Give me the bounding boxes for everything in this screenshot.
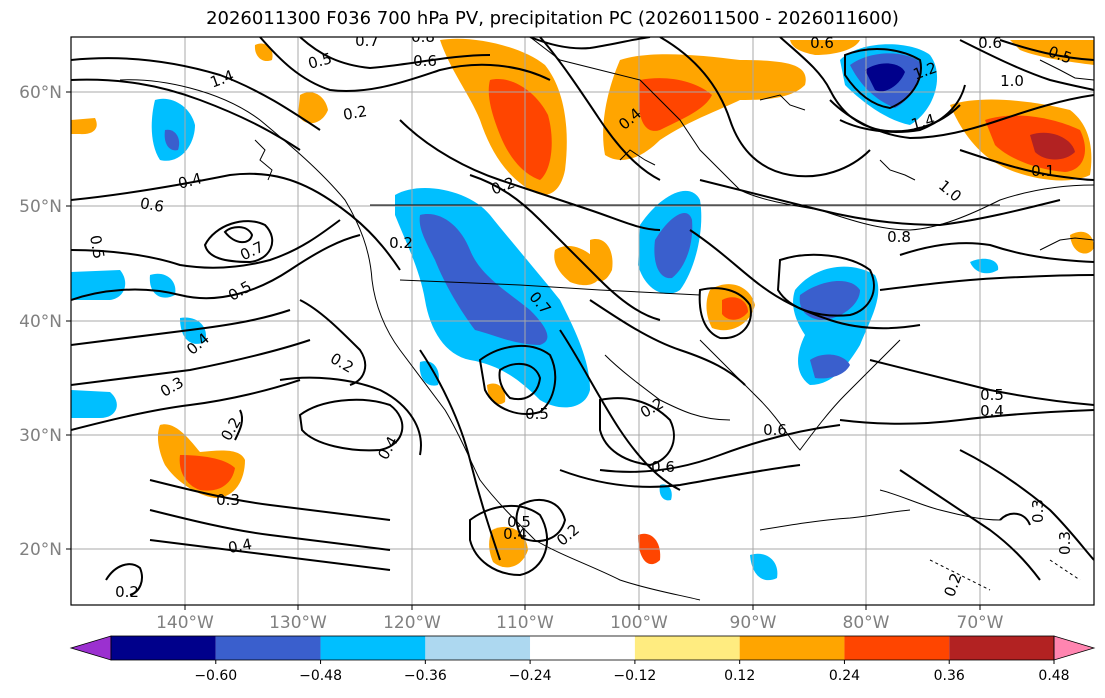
negative-anomaly-appalachians [810,354,850,379]
colorbar-tick-label: 0.48 [1038,668,1069,684]
pv-contours [71,37,1094,596]
pv-label-0-5-alaska: 0.5 [306,49,334,73]
positive-anomaly-west-edge [71,118,97,135]
positive-anomaly-ontario-east [1070,231,1094,254]
graticule [71,37,1094,605]
pv-label-0-4-mexico: 0.4 [503,525,527,543]
colorbar-tick-label: 0.24 [829,668,860,684]
colorbar-segment [215,636,321,660]
negative-anomaly-new-mexico [558,359,585,404]
pv-label-0-5-atlantic: 0.5 [980,386,1004,404]
negative-anomaly-great-lakes-core [799,280,860,320]
lon-label-120w: 120°W [383,613,441,633]
colorbar-tick-label: 0.12 [724,668,755,684]
positive-anomaly-montana-core [488,79,552,180]
colorbar-segment [320,636,426,660]
lat-label-60n: 60°N [19,83,62,103]
pv-label-0-3-pacific-24: 0.3 [216,491,240,509]
negative-anomaly-baja [419,361,439,386]
pv-label-0-1-maritimes: 0.1 [1031,162,1055,180]
lon-label-140w: 140°W [156,613,214,633]
pv-label-0-2-bc: 0.2 [389,234,413,252]
map-title: 2026011300 F036 700 hPa PV, precipitatio… [206,8,899,29]
pv-label-0-8-lakes: 0.8 [887,228,911,246]
positive-anomaly-alaska [298,92,328,124]
lon-label-90w: 90°W [730,613,777,633]
colorbar-extend-high [1053,635,1096,661]
lat-label-50n: 50°N [19,197,62,217]
colorbar-extend-low [69,635,112,661]
colorbar-tick-label: −0.12 [613,668,656,684]
lon-label-80w: 80°W [843,613,890,633]
pv-label-0-6-gulf: 0.6 [651,458,675,476]
pv-label-0-6-mexico: 0.6 [763,421,787,439]
colorbar-tick-label: −0.60 [194,668,237,684]
pv-label-0-8-north: 0.8 [411,28,435,46]
pv-label-0-4-pacific-20: 0.4 [227,535,254,557]
colorbar-segment [844,636,950,660]
colorbar-segment [530,636,635,660]
positive-anomaly-manitoba-core [638,78,712,131]
negative-anomaly-west-core [419,214,548,345]
negative-anomaly-pacific-west [71,270,126,300]
pv-label-1-0-labrador: 1.0 [1000,72,1024,90]
pv-label-0-5-southwest: 0.5 [525,405,549,423]
negative-anomaly-pacific-far-west [71,390,117,418]
colorbar-tick-label: −0.36 [404,668,447,684]
colorbar: −0.60 −0.48 −0.36 −0.24 −0.12 0.12 0.24 0.36 0.4… [69,635,1096,684]
lat-label-20n: 20°N [19,540,62,560]
positive-anomaly-nova-scotia-center [1030,132,1075,160]
colorbar-tick-label: 0.36 [934,668,965,684]
positive-anomaly-pacific-south-core [179,455,235,491]
colorbar-segment [111,636,216,660]
lon-label-110w: 110°W [496,613,554,633]
positive-anomaly-missouri-core [722,297,748,320]
pv-label-0-2-southwest-corner: 0.2 [115,583,139,601]
colorbar-tick-label: −0.24 [509,668,552,684]
colorbar-segment [739,636,845,660]
negative-anomaly-ontario [970,258,999,274]
colorbar-segment [949,636,1054,660]
pv-label-0-3-atlantic-east: 0.3 [1029,499,1047,523]
lat-label-30n: 30°N [19,426,62,446]
pv-label-1-4-labrador: 1.4 [909,110,937,134]
axis-ticks [66,91,981,610]
coastline-detail [254,59,1094,251]
lon-label-100w: 100°W [610,613,668,633]
negative-anomaly-caribbean [750,553,778,581]
negative-anomaly-labrador-center [865,63,905,92]
positive-anomaly-alaska-small [254,43,273,62]
pv-label-0-5-mexico: 0.5 [507,513,531,531]
negative-anomaly-central-america [659,484,672,501]
pv-label-0-6-north: 0.6 [413,52,437,70]
colorbar-segment [425,636,531,660]
positive-anomaly-dakotas [554,245,601,286]
longitude-labels: 140°W 130°W 120°W 110°W 100°W 90°W 80°W … [156,613,1004,633]
pv-label-0-7-north: 0.7 [355,32,379,50]
negative-anomaly-pacific-lower [180,317,206,344]
pv-label-0-4-pacific: 0.4 [176,169,204,193]
colorbar-tick-label: −0.48 [299,668,342,684]
negative-anomaly-gulf-alaska [151,98,195,161]
latitude-labels: 60°N 50°N 40°N 30°N 20°N [19,83,62,560]
pv-label-0-3-atlantic-southeast: 0.3 [1056,531,1074,555]
pv-label-0-6-greenland: 0.6 [978,34,1002,52]
negative-anomaly-upper-midwest-core [654,212,693,279]
positive-anomaly-labrador-north [790,40,860,55]
colorbar-border [110,635,1055,661]
pv-label-0-6-pacific: 0.6 [139,194,166,216]
precipitation-anomaly-shading [71,38,1094,581]
colorbar-segment [634,636,740,660]
pv-label-0-2-gulf: 0.2 [342,102,369,124]
positive-anomaly-nebraska [590,239,613,282]
lon-label-130w: 130°W [269,613,327,633]
lat-label-40n: 40°N [19,312,62,332]
pv-label-0-6-labrador: 0.6 [810,34,834,52]
pv-label-0-4-atlantic: 0.4 [980,402,1004,420]
pv-label-0-5-west-edge: 0.5 [86,234,108,261]
lon-label-70w: 70°W [957,613,1004,633]
negative-anomaly-gulf-alaska-core [164,129,180,151]
